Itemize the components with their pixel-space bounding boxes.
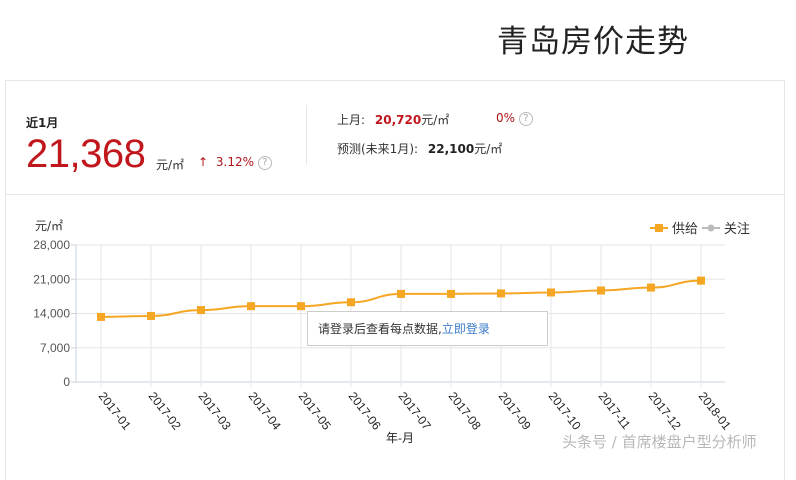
data-point-marker[interactable] [297, 302, 305, 311]
data-point-marker[interactable] [697, 276, 705, 285]
recent-month-label: 近1月 [26, 116, 59, 130]
data-point-marker[interactable] [147, 311, 155, 320]
x-tick-label: 2017-02 [146, 389, 184, 433]
last-month-label: 上月: [337, 113, 366, 127]
price-unit: 元/㎡ [156, 158, 185, 172]
x-tick-label: 2017-08 [446, 389, 484, 433]
forecast-value: 22,100 [427, 142, 475, 156]
data-point-marker[interactable] [347, 298, 355, 307]
last-month-change: 0% ? [496, 111, 533, 126]
price-panel [5, 80, 785, 480]
x-tick-label: 2017-09 [496, 389, 534, 433]
y-tick-label: 7,000 [40, 341, 70, 355]
forecast-label: 预测(未来1月): [337, 142, 419, 156]
data-point-marker[interactable] [447, 289, 455, 298]
summary-divider [306, 105, 307, 165]
forecast-row: 预测(未来1月): 22,100元/㎡ [337, 140, 502, 157]
data-point-marker[interactable] [397, 289, 405, 298]
x-axis-label: 年-月 [386, 431, 414, 445]
y-tick-label: 0 [63, 375, 70, 389]
forecast-unit: 元/㎡ [474, 142, 503, 156]
x-tick-label: 2017-04 [246, 389, 284, 433]
y-tick-label: 21,000 [33, 272, 70, 286]
data-point-marker[interactable] [247, 302, 255, 311]
y-tick-label: 14,000 [33, 307, 70, 321]
x-tick-label: 2017-06 [346, 389, 384, 433]
up-arrow-icon: ↑ [198, 155, 209, 169]
login-tooltip: 请登录后查看每点数据,立即登录 [307, 311, 548, 346]
x-tick-label: 2018-01 [696, 389, 734, 433]
x-tick-label: 2017-11 [596, 389, 634, 432]
last-month-unit: 元/㎡ [421, 113, 450, 127]
legend-item-attention[interactable]: 关注 [702, 218, 750, 237]
help-icon[interactable]: ? [257, 155, 272, 170]
data-point-marker[interactable] [197, 306, 205, 315]
last-month-value: 20,720 [374, 113, 422, 127]
change-percent: 3.12% [215, 155, 255, 169]
login-link[interactable]: 立即登录 [441, 322, 490, 336]
tooltip-text: 请登录后查看每点数据, [318, 322, 442, 336]
legend-label-attention: 关注 [724, 222, 751, 237]
line-circle-marker-icon [702, 224, 721, 231]
x-tick-label: 2017-12 [646, 389, 684, 433]
panel-divider [5, 194, 785, 195]
data-point-marker[interactable] [547, 288, 555, 297]
x-tick-label: 2017-05 [296, 389, 334, 433]
data-point-marker[interactable] [647, 283, 655, 292]
x-tick-label: 2017-03 [196, 389, 234, 433]
last-month-row: 上月: 20,720元/㎡ [337, 111, 449, 128]
chart-legend: 供给 关注 [650, 218, 750, 237]
x-tick-label: 2017-01 [96, 389, 134, 433]
data-point-marker[interactable] [497, 289, 505, 298]
help-icon[interactable]: ? [518, 111, 533, 126]
data-point-marker[interactable] [97, 312, 105, 321]
watermark: 头条号 / 首席楼盘户型分析师 [562, 433, 757, 451]
y-tick-label: 28,000 [33, 238, 70, 252]
price-change: ↑ 3.12% ? [198, 155, 272, 170]
line-square-marker-icon [650, 223, 668, 232]
x-tick-label: 2017-10 [546, 389, 584, 433]
legend-label-supply: 供给 [672, 222, 699, 237]
last-month-change-value: 0% [496, 111, 516, 125]
current-price: 21,368 [26, 132, 146, 176]
data-point-marker[interactable] [597, 286, 605, 295]
y-axis-unit: 元/㎡ [35, 219, 64, 233]
x-tick-label: 2017-07 [396, 389, 434, 433]
page-title: 青岛房价走势 [497, 24, 689, 60]
price-line-chart: 0 7,000 14,000 21,000 28,000 2017-01 2017-02 20… [33, 238, 734, 445]
legend-item-supply[interactable]: 供给 [650, 218, 698, 237]
